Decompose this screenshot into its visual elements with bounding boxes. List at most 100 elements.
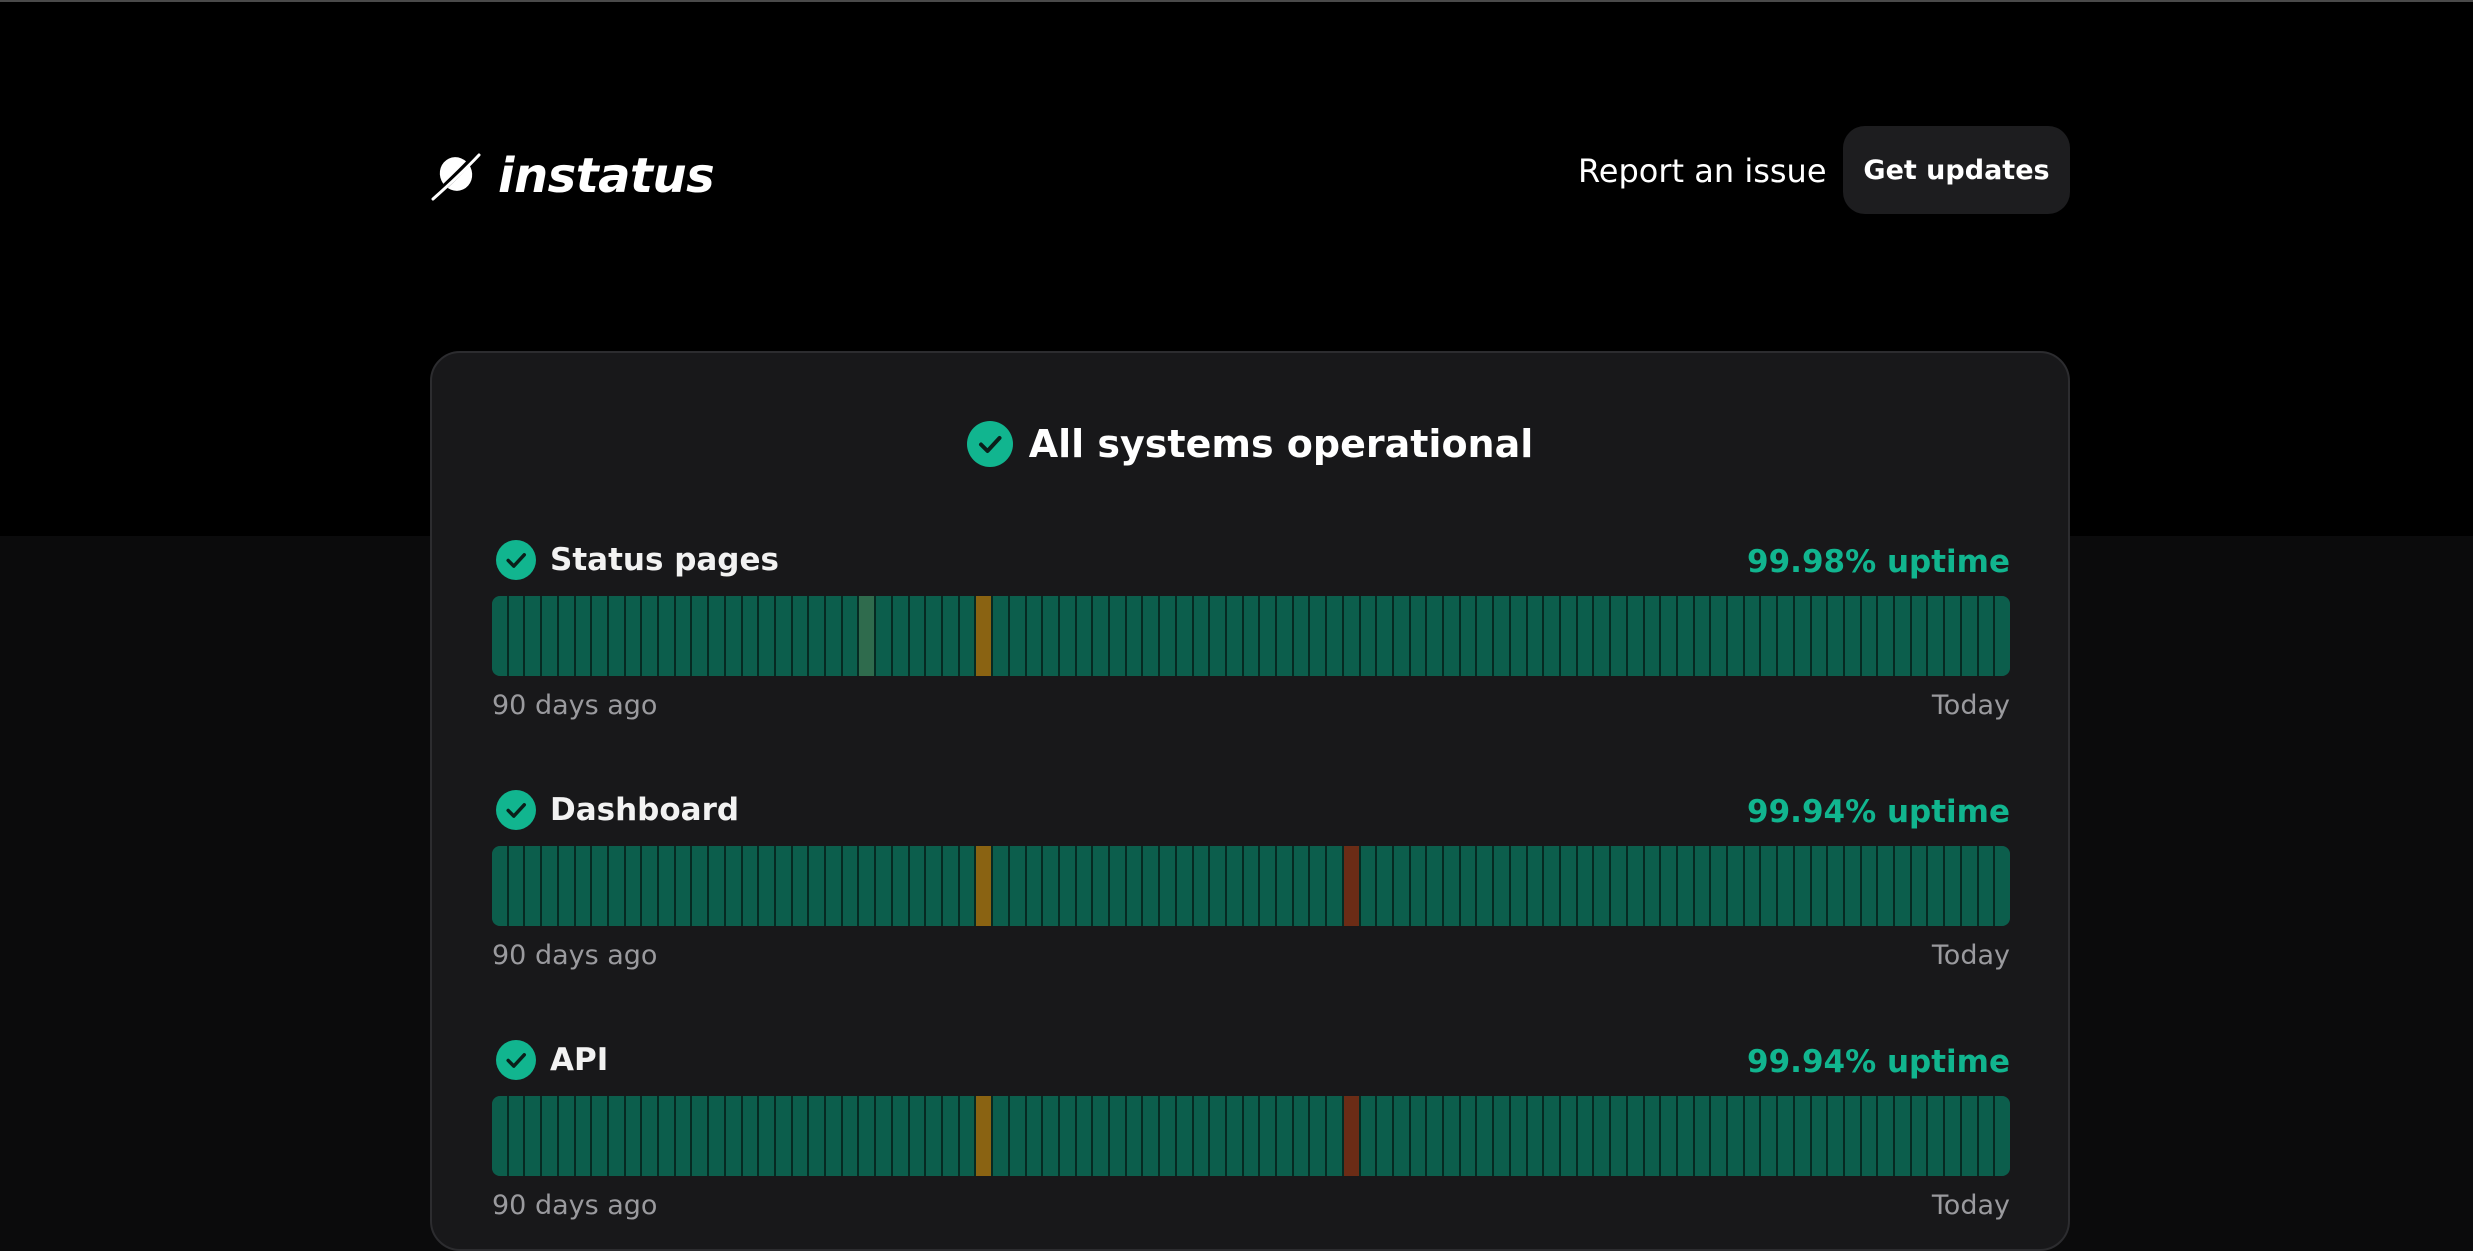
uptime-day-bar[interactable] bbox=[859, 846, 877, 926]
uptime-day-bar[interactable] bbox=[1460, 1096, 1478, 1176]
uptime-day-bar[interactable] bbox=[1510, 1096, 1528, 1176]
uptime-day-bar[interactable] bbox=[876, 596, 893, 676]
uptime-day-bar[interactable] bbox=[1193, 1096, 1211, 1176]
uptime-day-bar[interactable] bbox=[1778, 1096, 1795, 1176]
uptime-day-bar[interactable] bbox=[926, 1096, 943, 1176]
uptime-day-bar[interactable] bbox=[976, 846, 994, 926]
uptime-day-bar[interactable] bbox=[709, 596, 726, 676]
uptime-day-bar[interactable] bbox=[876, 1096, 893, 1176]
uptime-day-bar[interactable] bbox=[692, 1096, 710, 1176]
uptime-day-bar[interactable] bbox=[1761, 1096, 1779, 1176]
uptime-day-bar[interactable] bbox=[1945, 846, 1962, 926]
uptime-day-bar[interactable] bbox=[1393, 596, 1411, 676]
uptime-day-bar[interactable] bbox=[659, 596, 676, 676]
uptime-day-bar[interactable] bbox=[675, 596, 693, 676]
uptime-day-bar[interactable] bbox=[1494, 846, 1511, 926]
uptime-day-bar[interactable] bbox=[1644, 846, 1662, 926]
uptime-day-bar[interactable] bbox=[775, 596, 793, 676]
uptime-day-bar[interactable] bbox=[525, 1096, 543, 1176]
uptime-day-bar[interactable] bbox=[1627, 596, 1645, 676]
uptime-day-bar[interactable] bbox=[859, 596, 877, 676]
uptime-day-bar[interactable] bbox=[1277, 846, 1294, 926]
uptime-day-bar[interactable] bbox=[1176, 846, 1194, 926]
uptime-day-bar[interactable] bbox=[1110, 1096, 1127, 1176]
uptime-day-bar[interactable] bbox=[1661, 1096, 1678, 1176]
uptime-day-bar[interactable] bbox=[1861, 596, 1879, 676]
uptime-day-bar[interactable] bbox=[1260, 596, 1278, 676]
uptime-day-bar[interactable] bbox=[1210, 846, 1227, 926]
uptime-day-bar[interactable] bbox=[1744, 1096, 1762, 1176]
uptime-day-bar[interactable] bbox=[1043, 1096, 1060, 1176]
uptime-day-bar[interactable] bbox=[608, 1096, 626, 1176]
uptime-day-bar[interactable] bbox=[558, 1096, 576, 1176]
uptime-day-bar[interactable] bbox=[1527, 846, 1545, 926]
uptime-day-bar[interactable] bbox=[792, 596, 810, 676]
uptime-day-bar[interactable] bbox=[1393, 1096, 1411, 1176]
uptime-day-bar[interactable] bbox=[1093, 846, 1111, 926]
uptime-day-bar[interactable] bbox=[1193, 846, 1211, 926]
uptime-day-bar[interactable] bbox=[675, 1096, 693, 1176]
uptime-day-bar[interactable] bbox=[1744, 846, 1762, 926]
uptime-day-bar[interactable] bbox=[1811, 1096, 1829, 1176]
uptime-day-bar[interactable] bbox=[909, 1096, 927, 1176]
uptime-day-bar[interactable] bbox=[1978, 846, 1996, 926]
uptime-day-bar[interactable] bbox=[1360, 596, 1378, 676]
uptime-day-bar[interactable] bbox=[976, 596, 994, 676]
uptime-day-bar[interactable] bbox=[1728, 846, 1745, 926]
uptime-day-bar[interactable] bbox=[1260, 1096, 1278, 1176]
uptime-day-bar[interactable] bbox=[842, 846, 860, 926]
uptime-day-bar[interactable] bbox=[1694, 596, 1712, 676]
uptime-day-bar[interactable] bbox=[1828, 1096, 1845, 1176]
uptime-day-bar[interactable] bbox=[1327, 596, 1344, 676]
uptime-day-bar[interactable] bbox=[1844, 596, 1862, 676]
uptime-day-bar[interactable] bbox=[1143, 846, 1161, 926]
uptime-day-bar[interactable] bbox=[1961, 1096, 1979, 1176]
uptime-day-bar[interactable] bbox=[542, 846, 559, 926]
uptime-day-bar[interactable] bbox=[1327, 846, 1344, 926]
uptime-day-bar[interactable] bbox=[558, 596, 576, 676]
uptime-day-bar[interactable] bbox=[1895, 1096, 1912, 1176]
uptime-day-bar[interactable] bbox=[575, 1096, 593, 1176]
uptime-day-bar[interactable] bbox=[1293, 596, 1311, 676]
uptime-day-bar[interactable] bbox=[525, 846, 543, 926]
uptime-day-bar[interactable] bbox=[1561, 596, 1578, 676]
uptime-day-bar[interactable] bbox=[1126, 1096, 1144, 1176]
uptime-day-bar[interactable] bbox=[1444, 1096, 1461, 1176]
uptime-day-bar[interactable] bbox=[859, 1096, 877, 1176]
uptime-day-bar[interactable] bbox=[709, 1096, 726, 1176]
uptime-day-bar[interactable] bbox=[1644, 596, 1662, 676]
uptime-day-bar[interactable] bbox=[592, 596, 609, 676]
uptime-day-bar[interactable] bbox=[1210, 1096, 1227, 1176]
uptime-day-bar[interactable] bbox=[1477, 846, 1495, 926]
uptime-day-bar[interactable] bbox=[625, 596, 643, 676]
uptime-day-bar[interactable] bbox=[1377, 846, 1394, 926]
uptime-day-bar[interactable] bbox=[892, 596, 910, 676]
uptime-day-bar[interactable] bbox=[742, 1096, 760, 1176]
uptime-day-bar[interactable] bbox=[1627, 1096, 1645, 1176]
uptime-day-bar[interactable] bbox=[709, 846, 726, 926]
uptime-day-bar[interactable] bbox=[809, 846, 827, 926]
uptime-day-bar[interactable] bbox=[926, 596, 943, 676]
uptime-day-bar[interactable] bbox=[809, 1096, 827, 1176]
uptime-day-bar[interactable] bbox=[1594, 1096, 1612, 1176]
uptime-day-bar[interactable] bbox=[1410, 596, 1428, 676]
uptime-day-bar[interactable] bbox=[1410, 846, 1428, 926]
uptime-day-bar[interactable] bbox=[1226, 1096, 1244, 1176]
uptime-day-bar[interactable] bbox=[1677, 596, 1695, 676]
uptime-day-bar[interactable] bbox=[1277, 1096, 1294, 1176]
uptime-day-bar[interactable] bbox=[1811, 846, 1829, 926]
uptime-day-bar[interactable] bbox=[1577, 1096, 1595, 1176]
uptime-day-bar[interactable] bbox=[1093, 596, 1111, 676]
uptime-day-bar[interactable] bbox=[1477, 596, 1495, 676]
uptime-day-bar[interactable] bbox=[1160, 846, 1177, 926]
uptime-day-bar[interactable] bbox=[1878, 846, 1896, 926]
uptime-day-bar[interactable] bbox=[1510, 596, 1528, 676]
uptime-day-bar[interactable] bbox=[1544, 1096, 1561, 1176]
uptime-day-bar[interactable] bbox=[1043, 846, 1060, 926]
uptime-day-bar[interactable] bbox=[1961, 596, 1979, 676]
uptime-day-bar[interactable] bbox=[1510, 846, 1528, 926]
uptime-day-bar[interactable] bbox=[1794, 596, 1812, 676]
uptime-day-bar[interactable] bbox=[959, 1096, 977, 1176]
uptime-day-bar[interactable] bbox=[892, 1096, 910, 1176]
uptime-day-bar[interactable] bbox=[842, 596, 860, 676]
